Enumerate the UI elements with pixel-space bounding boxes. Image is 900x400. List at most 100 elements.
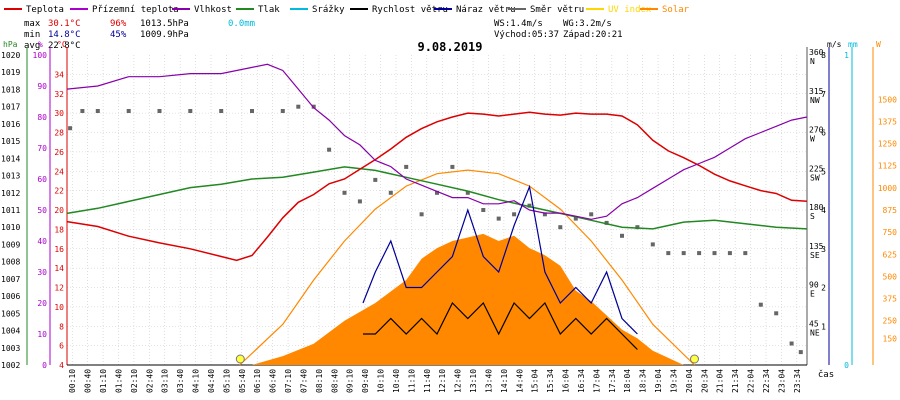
wind-direction-point: [280, 109, 285, 113]
wind-direction-point: [157, 109, 162, 113]
watt-tick-label: 1250: [878, 140, 897, 149]
hpa-tick-label: 1009: [1, 240, 20, 249]
wind-direction-point: [774, 311, 779, 316]
x-tick-label: 00:40: [84, 369, 93, 393]
series-line-tlak: [66, 166, 808, 230]
solar-max-line: [239, 169, 695, 366]
stats-min-label: min: [24, 30, 40, 40]
wind-direction-point: [188, 109, 193, 113]
watt-tick-label: 1375: [878, 117, 897, 126]
x-tick-label: 21:04: [716, 369, 725, 393]
x-tick-label: 06:10: [253, 369, 262, 393]
wind-direction-point: [589, 212, 594, 217]
percent-tick-label: 80: [37, 113, 47, 122]
percent-tick-label: 30: [37, 268, 47, 277]
wind-direction-point: [758, 302, 763, 307]
x-tick-label: 11:10: [407, 369, 416, 393]
hpa-tick-label: 1016: [1, 120, 20, 129]
watt-tick-label: 875: [883, 206, 898, 215]
direction-tick-label: 225: [809, 164, 824, 173]
hpa-tick-label: 1017: [1, 103, 20, 112]
wind-direction-point: [465, 190, 470, 195]
celsius-tick-label: 20: [54, 206, 64, 215]
stats-max-label: max: [24, 19, 41, 29]
wind-direction-point: [512, 212, 517, 217]
x-tick-label: 15:04: [531, 369, 540, 393]
x-tick-label: 11:40: [423, 369, 432, 393]
hpa-tick-label: 1014: [1, 154, 20, 163]
compass-label: S: [810, 212, 815, 221]
compass-label: E: [810, 290, 815, 299]
stats-ws: WS:1.4m/s: [494, 19, 543, 29]
compass-label: NW: [810, 96, 820, 105]
x-tick-label: 16:34: [577, 369, 586, 393]
ms-tick-label: 2: [821, 284, 826, 293]
stats-sunset: Západ:20:21: [563, 30, 623, 40]
wind-direction-point: [496, 216, 501, 221]
x-tick-label: 18:34: [639, 369, 648, 393]
wind-direction-point: [604, 220, 609, 225]
x-tick-label: 16:04: [562, 369, 571, 393]
x-tick-label: 23:04: [777, 369, 786, 393]
hpa-tick-label: 1005: [1, 309, 20, 318]
legend-label-8: UV index: [608, 5, 652, 15]
x-tick-label: 13:40: [484, 369, 493, 393]
wind-direction-point: [798, 350, 803, 355]
axis-title-ms: m/s: [827, 40, 842, 49]
hpa-tick-label: 1002: [1, 361, 20, 370]
x-tick-label: 22:04: [747, 369, 756, 393]
watt-tick-label: 500: [883, 272, 898, 281]
watt-tick-label: 750: [883, 228, 898, 237]
x-axis-label: čas: [818, 369, 834, 380]
x-tick-label: 20:34: [700, 369, 709, 393]
hpa-tick-label: 1010: [1, 223, 20, 232]
ms-tick-label: 8: [821, 51, 826, 60]
x-tick-label: 19:04: [654, 369, 663, 393]
wind-direction-point: [126, 109, 131, 113]
x-tick-label: 21:34: [731, 369, 740, 393]
percent-tick-label: 90: [37, 82, 47, 91]
wind-direction-point: [697, 251, 702, 256]
mm-tick-label: 1: [844, 51, 849, 60]
x-tick-label: 00:10: [68, 369, 77, 393]
legend-label-4: Srážky: [312, 5, 345, 15]
direction-tick-label: 135: [809, 242, 824, 251]
celsius-tick-label: 28: [54, 129, 64, 138]
wind-direction-point: [789, 341, 794, 346]
wind-direction-point: [650, 242, 655, 247]
wind-direction-point: [404, 164, 409, 169]
x-tick-label: 04:40: [207, 369, 216, 393]
legend-label-5: Rychlost větru: [372, 5, 448, 15]
wind-direction-point: [666, 251, 671, 256]
celsius-tick-label: 10: [54, 303, 64, 312]
hpa-tick-label: 1006: [1, 292, 20, 301]
sunset-marker: [690, 354, 699, 364]
wind-direction-point: [373, 177, 378, 182]
ms-tick-label: 4: [821, 206, 826, 215]
legend-label-2: Vlhkost: [194, 5, 232, 15]
legend: Teplota Přízemní teplota Vlhkost Tlak Srážky…: [4, 5, 690, 15]
wind-direction-point: [95, 109, 100, 113]
compass-label: SE: [810, 251, 820, 260]
wind-direction-point: [219, 109, 224, 113]
legend-label-3: Tlak: [258, 5, 280, 15]
percent-tick-label: 0: [42, 361, 47, 370]
wind-direction-point: [296, 104, 301, 109]
x-tick-label: 12:10: [438, 369, 447, 393]
axis-title-celsius: °C: [57, 40, 67, 49]
x-tick-label: 23:34: [793, 369, 802, 393]
percent-tick-label: 60: [37, 175, 47, 184]
direction-tick-label: 90: [809, 281, 819, 290]
x-tick-label: 14:10: [500, 369, 509, 393]
wind-direction-point: [342, 190, 347, 195]
x-tick-label: 07:40: [299, 369, 308, 393]
x-tick-label: 17:04: [592, 369, 601, 393]
percent-tick-label: 70: [37, 144, 47, 153]
axis-title-hPa: hPa: [3, 40, 18, 49]
percent-tick-label: 50: [37, 206, 47, 215]
compass-label: NE: [810, 328, 820, 337]
x-tick-label: 02:10: [130, 369, 139, 393]
axis-title-watt: W: [876, 40, 881, 49]
x-tick-label: 12:40: [454, 369, 463, 393]
x-tick-label: 01:10: [99, 369, 108, 393]
